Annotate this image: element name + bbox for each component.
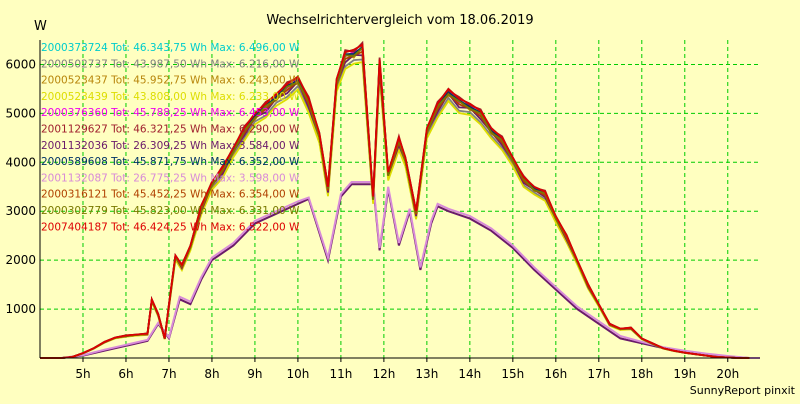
legend-entry: 2001129627 Tot: 46.321,25 Wh Max: 6.290,…	[41, 124, 300, 136]
y-tick-label: 4000	[5, 155, 36, 169]
legend-entry: 2000523437 Tot: 45.952,75 Wh Max: 6.243,…	[41, 75, 300, 87]
y-axis-unit-label: W	[34, 19, 47, 34]
y-tick-label: 6000	[5, 57, 36, 71]
x-tick-label: 14h	[458, 367, 481, 381]
x-tick-label: 12h	[372, 367, 395, 381]
y-tick-label: 5000	[5, 106, 36, 120]
x-tick-label: 10h	[286, 367, 309, 381]
x-tick-label: 16h	[544, 367, 567, 381]
x-tick-label: 6h	[118, 367, 133, 381]
grid	[40, 40, 760, 358]
x-tick-label: 15h	[501, 367, 524, 381]
series-lines	[40, 40, 760, 359]
legend-entry: 2000316121 Tot: 45.452,25 Wh Max: 6.354,…	[41, 189, 300, 201]
x-tick-label: 17h	[587, 367, 610, 381]
x-tick-label: 13h	[415, 367, 438, 381]
legend-entry: 2000376360 Tot: 45.788,25 Wh Max: 6.453,…	[41, 107, 300, 119]
y-tick-label: 2000	[5, 253, 36, 267]
x-tick-label: 9h	[247, 367, 262, 381]
y-tick-label: 1000	[5, 302, 36, 316]
legend-entry: 2000502737 Tot: 43.987,50 Wh Max: 6.216,…	[41, 58, 300, 70]
legend-entry: 2007404187 Tot: 46.424,25 Wh Max: 6.522,…	[41, 221, 300, 233]
series-line	[40, 181, 760, 359]
legend-entry: 2000302779 Tot: 45.823,00 Wh Max: 6.331,…	[41, 205, 300, 217]
series-line	[40, 43, 750, 359]
legend-entry: 2000589608 Tot: 45.871,75 Wh Max: 6.352,…	[41, 156, 300, 168]
credit-label: SunnyReport pinxit	[690, 384, 796, 397]
x-tick-label: 11h	[329, 367, 352, 381]
chart-title: Wechselrichtervergleich vom 18.06.2019	[266, 13, 533, 28]
legend-entry: 2000523439 Tot: 43.808,00 Wh Max: 6.233,…	[41, 91, 300, 103]
x-tick-label: 18h	[630, 367, 653, 381]
legend-entry: 2001132087 Tot: 26.775,25 Wh Max: 3.598,…	[41, 172, 300, 184]
x-tick-label: 7h	[161, 367, 176, 381]
x-tick-label: 20h	[716, 367, 739, 381]
legend-entry: 2000373724 Tot: 46.343,75 Wh Max: 6.496,…	[41, 42, 300, 54]
x-tick-label: 5h	[75, 367, 90, 381]
x-tick-label: 19h	[673, 367, 696, 381]
x-tick-label: 8h	[204, 367, 219, 381]
legend-entry: 2001132036 Tot: 26.309,25 Wh Max: 3.584,…	[41, 140, 300, 152]
legend: 2000373724 Tot: 46.343,75 Wh Max: 6.496,…	[41, 42, 300, 233]
axes: 5h 6h 7h 8h 9h 10h 11h 12h 13h 14h 15h 16h 17h 18h 19h…	[5, 40, 760, 381]
y-tick-label: 3000	[5, 204, 36, 218]
